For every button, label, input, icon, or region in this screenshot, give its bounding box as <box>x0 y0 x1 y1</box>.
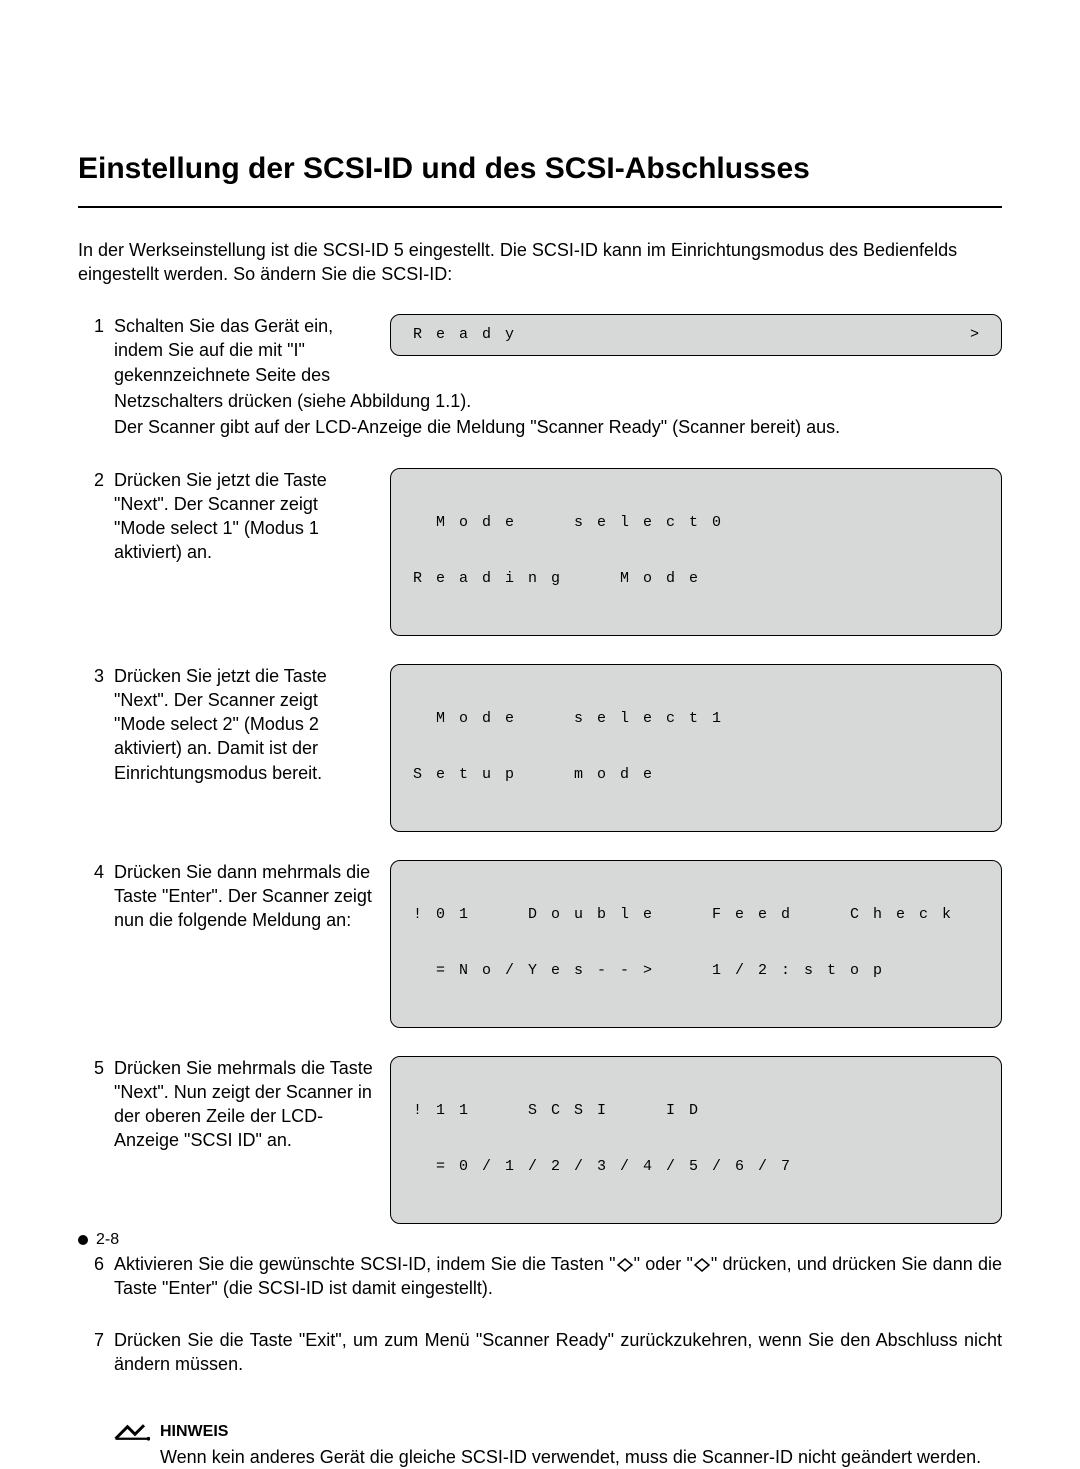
lcd-display: Mode select1 Setup mode <box>390 664 1002 832</box>
step-1: 1 Schalten Sie das Gerät ein, indem Sie … <box>78 314 1002 439</box>
lcd-line: Ready <box>413 326 528 345</box>
step-body: Drücken Sie die Taste "Exit", um zum Men… <box>114 1328 1002 1377</box>
note-text: Wenn kein anderes Gerät die gleiche SCSI… <box>160 1445 1002 1469</box>
step-2: 2 Drücken Sie jetzt die Taste "Next". De… <box>78 468 1002 636</box>
lcd-line: =0/1/2/3/4/5/6/7 <box>413 1158 979 1177</box>
page-title: Einstellung der SCSI-ID und des SCSI-Abs… <box>78 150 1002 188</box>
document-page: Einstellung der SCSI-ID und des SCSI-Abs… <box>0 0 1080 1295</box>
step-number: 7 <box>78 1328 114 1352</box>
step-number: 6 <box>78 1252 114 1276</box>
lcd-display: Mode select0 Reading Mode <box>390 468 1002 636</box>
lcd-line: Reading Mode <box>413 570 979 589</box>
lcd-line: Mode select0 <box>413 514 979 533</box>
step-number: 2 <box>78 468 114 492</box>
lcd-line: Setup mode <box>413 766 979 785</box>
step-text-span: Aktivieren Sie die gewünschte SCSI-ID, i… <box>114 1254 616 1274</box>
step-number: 5 <box>78 1056 114 1080</box>
note-block: HINWEIS Wenn kein anderes Gerät die glei… <box>114 1421 1002 1469</box>
step-text: Drücken Sie die Taste "Exit", um zum Men… <box>114 1328 1002 1377</box>
title-rule <box>78 206 1002 208</box>
lcd-line: !01 Double Feed Check <box>413 906 979 925</box>
step-number: 1 <box>78 314 114 338</box>
diamond-right-icon <box>693 1258 711 1272</box>
step-4: 4 Drücken Sie dann mehrmals die Taste "E… <box>78 860 1002 1028</box>
step-body: Drücken Sie jetzt die Taste "Next". Der … <box>114 468 1002 636</box>
step-3: 3 Drücken Sie jetzt die Taste "Next". De… <box>78 664 1002 832</box>
step-number: 4 <box>78 860 114 884</box>
step-text: Drücken Sie jetzt die Taste "Next". Der … <box>114 664 390 785</box>
lcd-display: !01 Double Feed Check =No/Yes--> 1/2:sto… <box>390 860 1002 1028</box>
step-number: 3 <box>78 664 114 688</box>
lcd-line: Mode select1 <box>413 710 979 729</box>
step-body: Schalten Sie das Gerät ein, indem Sie au… <box>114 314 1002 439</box>
step-body: Drücken Sie dann mehrmals die Taste "Ent… <box>114 860 1002 1028</box>
step-text: Schalten Sie das Gerät ein, indem Sie au… <box>114 314 390 387</box>
lcd-display: Ready > <box>390 314 1002 356</box>
step-text: Drücken Sie jetzt die Taste "Next". Der … <box>114 468 390 565</box>
step-6: 6 Aktivieren Sie die gewünschte SCSI-ID,… <box>78 1252 1002 1301</box>
intro-paragraph: In der Werkseinstellung ist die SCSI-ID … <box>78 238 1002 287</box>
lcd-line: =No/Yes--> 1/2:stop <box>413 962 979 981</box>
lcd-right-arrow: > <box>970 326 979 345</box>
step-text-extra: Netzschalters drücken (siehe Abbildung 1… <box>114 389 1002 413</box>
step-body: Aktivieren Sie die gewünschte SCSI-ID, i… <box>114 1252 1002 1301</box>
lcd-display: !11 SCSI ID =0/1/2/3/4/5/6/7 <box>390 1056 1002 1224</box>
diamond-left-icon <box>616 1258 634 1272</box>
step-text-span: " oder " <box>634 1254 693 1274</box>
step-body: Drücken Sie mehrmals die Taste "Next". N… <box>114 1056 1002 1224</box>
page-number: 2-8 <box>78 1231 119 1249</box>
step-7: 7 Drücken Sie die Taste "Exit", um zum M… <box>78 1328 1002 1377</box>
note-title: HINWEIS <box>160 1423 228 1441</box>
page-bullet-icon <box>78 1235 88 1245</box>
step-text-extra: Der Scanner gibt auf der LCD-Anzeige die… <box>114 415 1002 439</box>
lcd-line: !11 SCSI ID <box>413 1102 979 1121</box>
note-head: HINWEIS <box>114 1421 1002 1443</box>
step-body: Drücken Sie jetzt die Taste "Next". Der … <box>114 664 1002 832</box>
step-text: Drücken Sie dann mehrmals die Taste "Ent… <box>114 860 390 933</box>
step-5: 5 Drücken Sie mehrmals die Taste "Next".… <box>78 1056 1002 1224</box>
step-text: Drücken Sie mehrmals die Taste "Next". N… <box>114 1056 390 1153</box>
step-text: Aktivieren Sie die gewünschte SCSI-ID, i… <box>114 1252 1002 1301</box>
page-number-text: 2-8 <box>96 1231 119 1249</box>
note-icon <box>114 1421 150 1443</box>
